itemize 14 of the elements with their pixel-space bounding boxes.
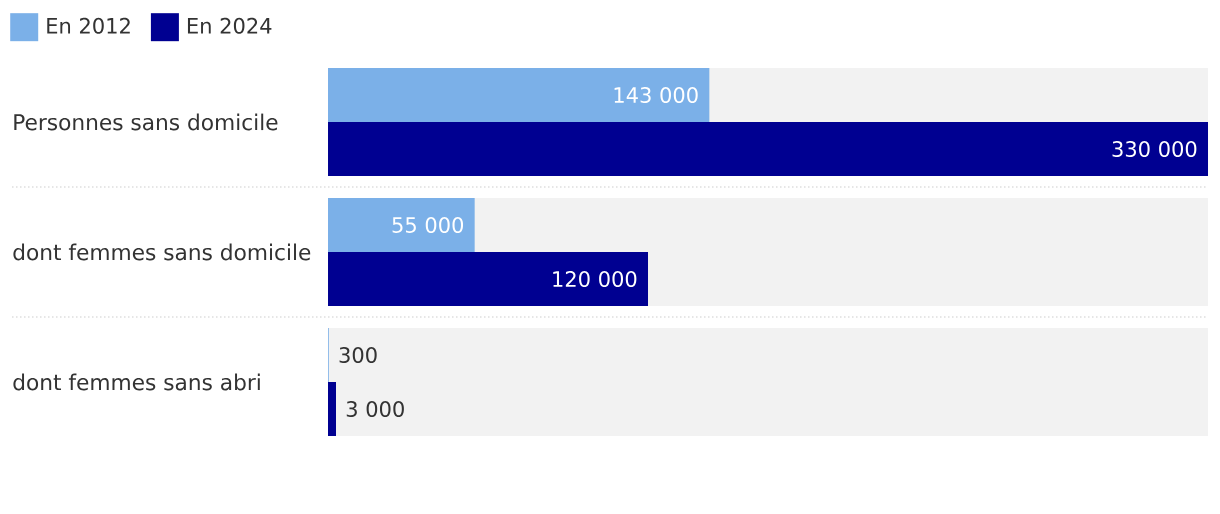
bar <box>328 381 337 436</box>
bar <box>328 251 649 306</box>
y-tick-label: dont femmes sans abri <box>13 373 260 391</box>
data-label: 330 000 <box>1112 141 1197 157</box>
data-label: 143 000 <box>614 87 698 103</box>
y-tick-label: Personnes sans domicile <box>14 113 278 131</box>
data-label: 3 000 <box>346 401 404 417</box>
y-tick-label: dont femmes sans domicile <box>13 243 311 261</box>
data-label: 300 <box>339 347 377 363</box>
bar <box>328 197 475 252</box>
data-label: 120 000 <box>553 271 637 287</box>
legend-label: En 2012 <box>47 17 130 34</box>
legend-label: En 2024 <box>187 17 272 34</box>
data-label: 55 000 <box>392 217 464 233</box>
